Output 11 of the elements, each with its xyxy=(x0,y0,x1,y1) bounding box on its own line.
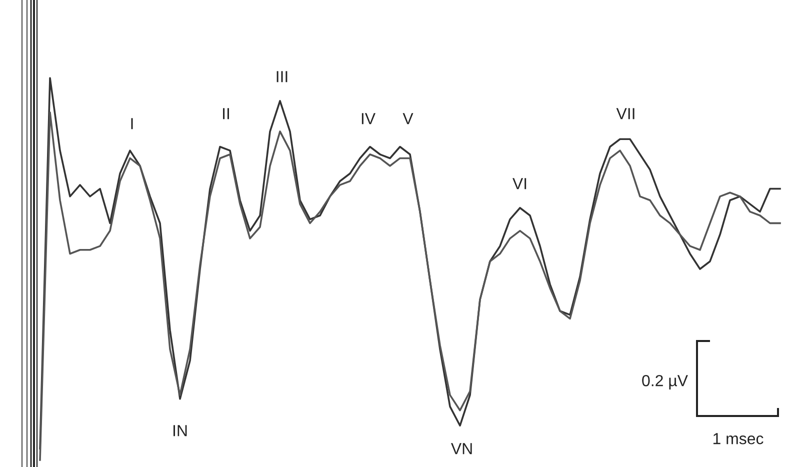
annotation: IV xyxy=(362,113,376,124)
annotation: V xyxy=(402,113,414,124)
annotation: II xyxy=(223,108,229,120)
annotation: 0.2 µV xyxy=(642,374,688,390)
annotation: VN xyxy=(450,443,472,454)
annotation: III xyxy=(276,71,288,82)
annotation: 1 msec xyxy=(713,433,764,444)
annotation: VII xyxy=(616,108,634,120)
annotation: IN xyxy=(173,425,187,436)
annotation: VI xyxy=(512,178,526,190)
annotation: I xyxy=(131,118,133,130)
